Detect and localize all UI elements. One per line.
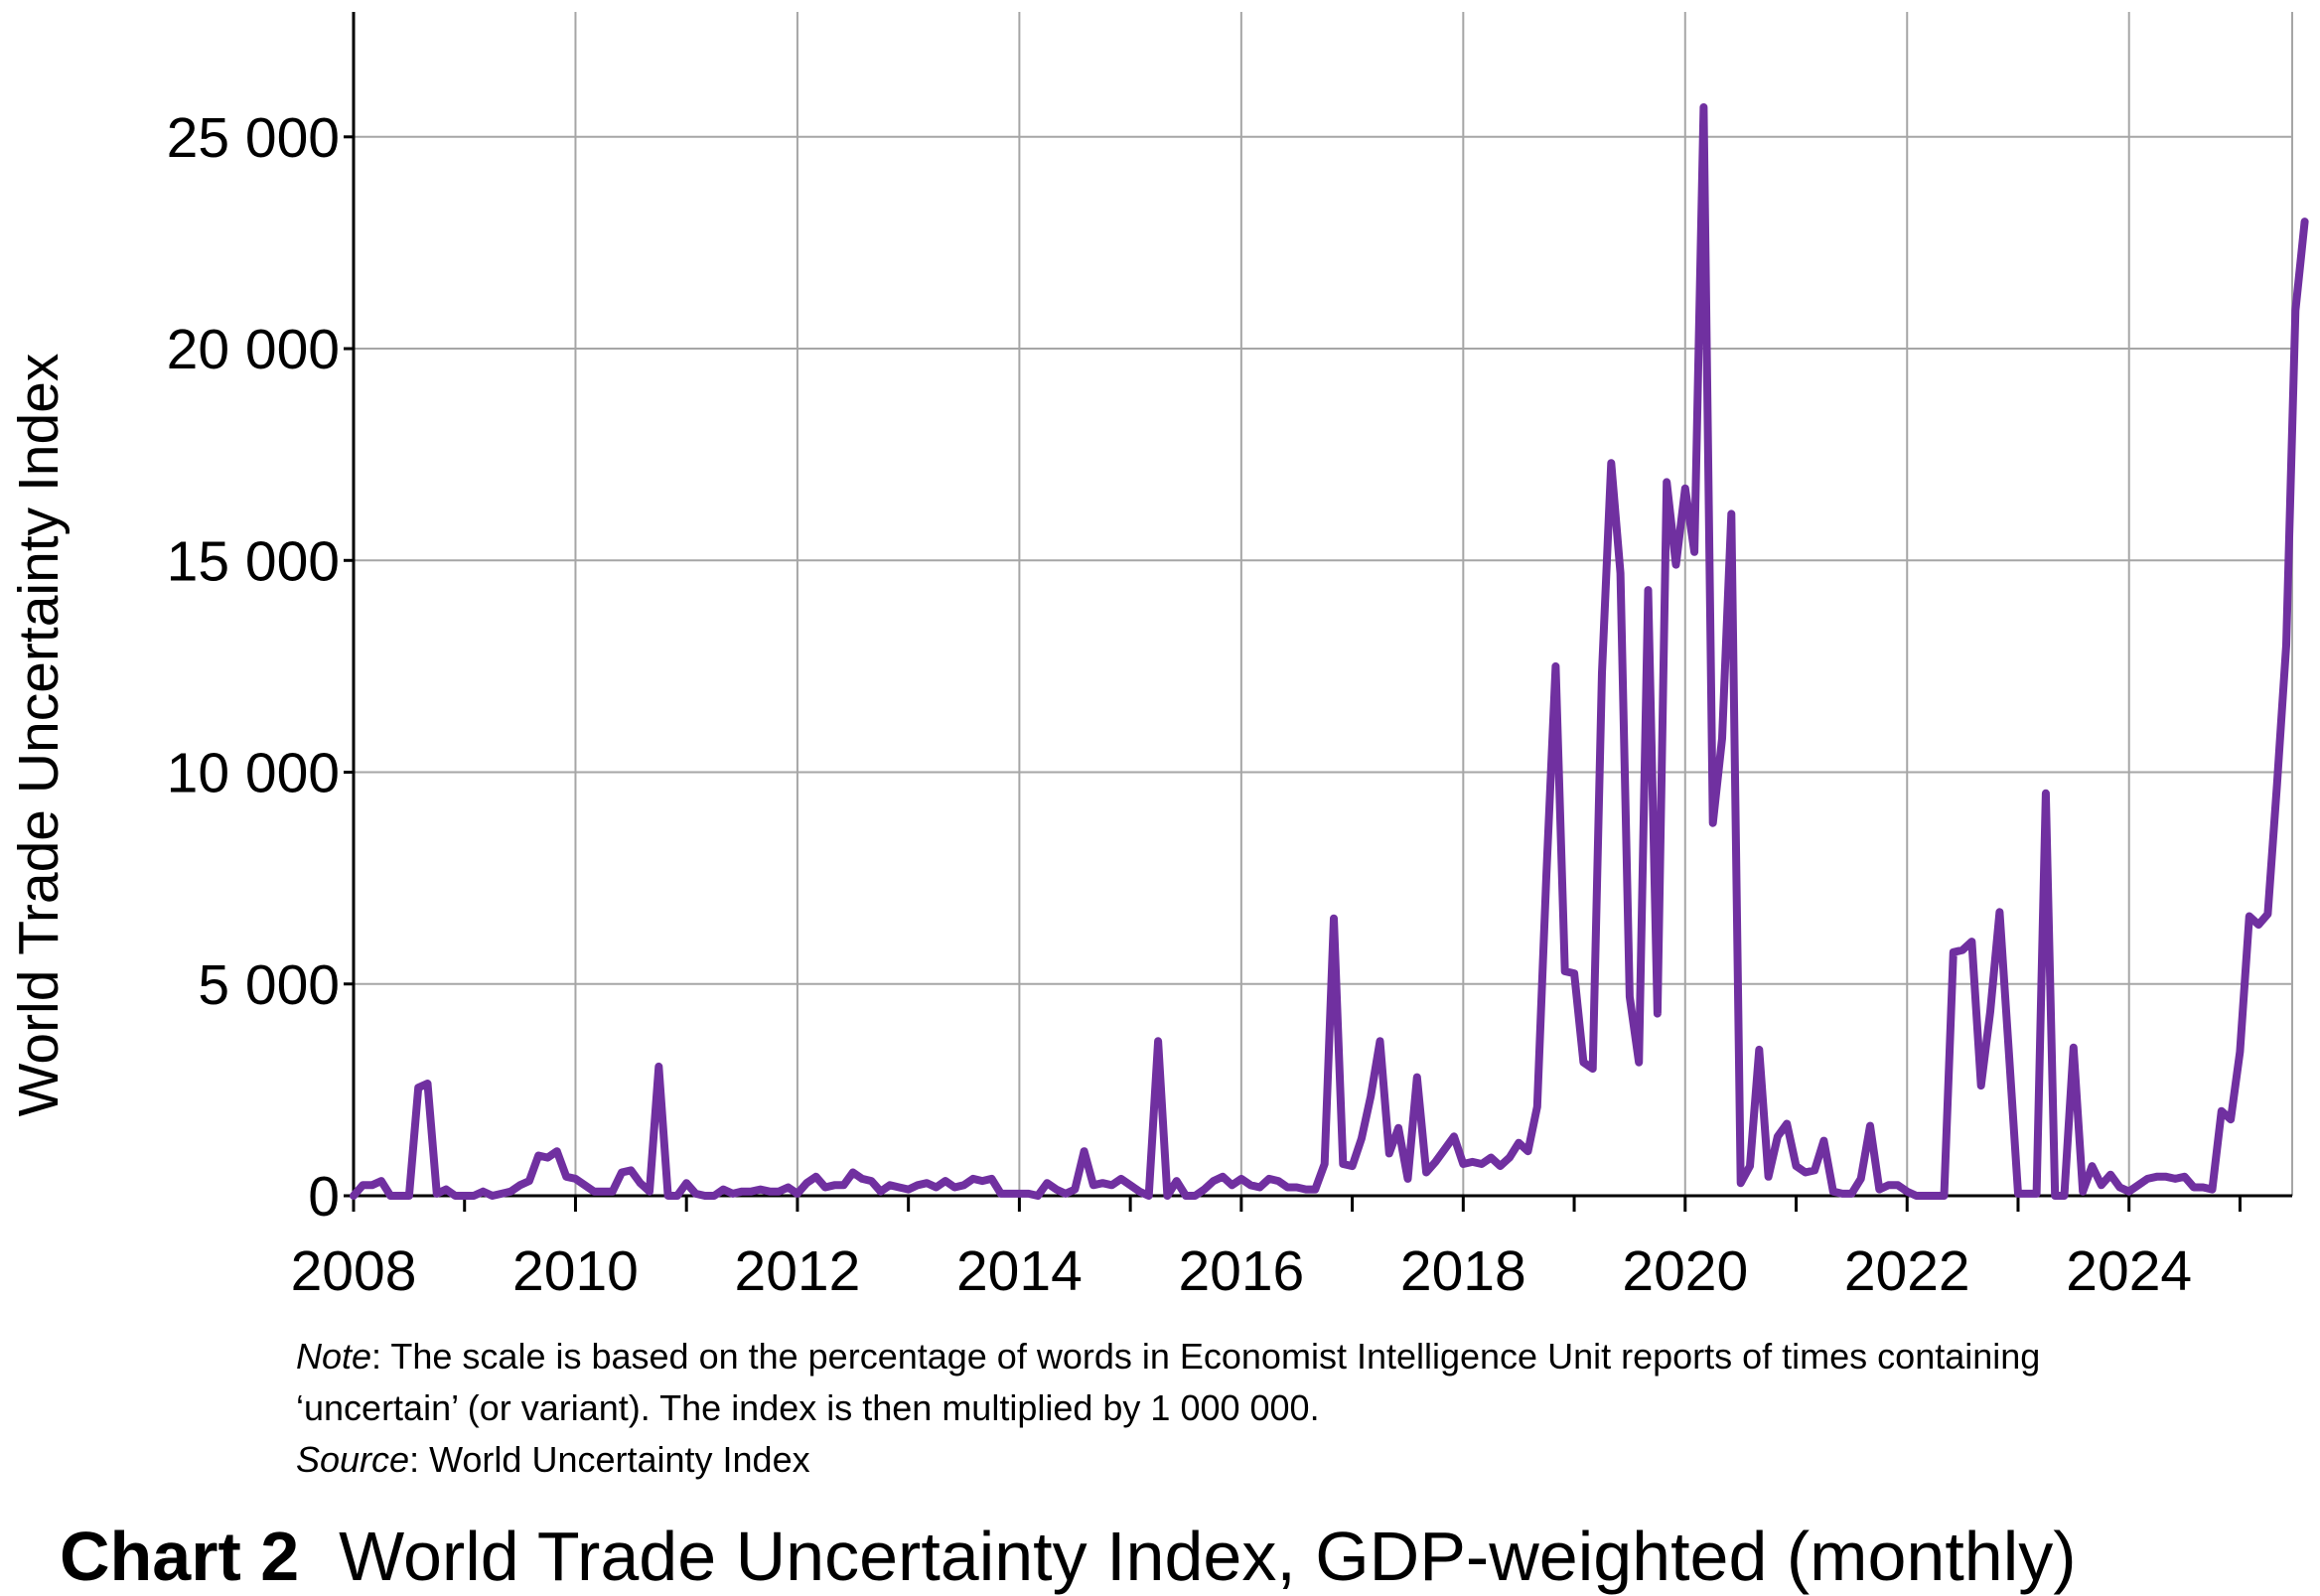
line-chart: 2008 2010 2012 2014 2016 2018 2020 2022 2024 0 5 … (7, 12, 2309, 1303)
series-group (350, 103, 2309, 1200)
y-tick-label: 25 000 (167, 106, 340, 170)
x-tick-label: 2020 (1622, 1239, 1748, 1303)
grid-lines (354, 12, 2293, 1196)
y-tick-label: 0 (308, 1165, 340, 1229)
chart-caption: Chart 2 World Trade Uncertainty Index, GD… (60, 1517, 2077, 1596)
chart-notes: Note: The scale is based on the percenta… (296, 1331, 2282, 1486)
source-text: : World Uncertainty Index (409, 1439, 810, 1480)
source-label: Source (296, 1439, 410, 1480)
y-axis-ticks: 0 5 000 10 000 15 000 20 000 25 000 (167, 106, 354, 1229)
x-tick-label: 2022 (1844, 1239, 1970, 1303)
x-tick-label: 2012 (735, 1239, 861, 1303)
source-line: Source: World Uncertainty Index (296, 1434, 2282, 1486)
x-tick-label: 2014 (956, 1239, 1083, 1303)
x-tick-label: 2008 (291, 1239, 417, 1303)
x-tick-label: 2010 (512, 1239, 639, 1303)
y-tick-label: 20 000 (167, 318, 340, 381)
x-tick-label: 2016 (1178, 1239, 1304, 1303)
note-label: Note (296, 1336, 372, 1377)
y-tick-label: 15 000 (167, 529, 340, 593)
x-axis-ticks: 2008 2010 2012 2014 2016 2018 2020 2022 2024 (291, 1196, 2242, 1303)
chart-number: Chart 2 (60, 1518, 300, 1595)
x-tick-label: 2024 (2066, 1239, 2192, 1303)
note-line-2: ‘uncertain’ (or variant). The index is t… (296, 1387, 1320, 1428)
note-line-1: Note: The scale is based on the percenta… (296, 1331, 2282, 1382)
y-tick-label: 5 000 (198, 953, 340, 1017)
y-tick-label: 10 000 (167, 742, 340, 805)
axes (352, 12, 2292, 1198)
x-tick-label: 2018 (1400, 1239, 1526, 1303)
chart-title: World Trade Uncertainty Index, GDP-weigh… (339, 1518, 2077, 1595)
y-axis-title: World Trade Uncertainty Index (7, 354, 71, 1117)
note-text: : The scale is based on the percentage o… (371, 1336, 2041, 1377)
series-line (350, 103, 2309, 1200)
